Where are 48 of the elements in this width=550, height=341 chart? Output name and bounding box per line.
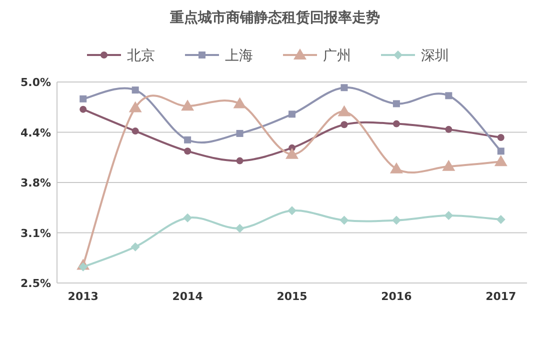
y-tick-label: 2.5% xyxy=(20,277,51,290)
point xyxy=(132,86,139,94)
point xyxy=(288,206,296,216)
point xyxy=(390,162,403,174)
point xyxy=(494,155,508,166)
point xyxy=(184,148,192,155)
x-tick-label: 2014 xyxy=(172,290,204,303)
point xyxy=(442,160,456,171)
point xyxy=(392,120,400,128)
point xyxy=(338,105,351,116)
point xyxy=(444,210,454,220)
x-tick-label: 2015 xyxy=(276,290,308,303)
point xyxy=(445,92,452,100)
point xyxy=(132,128,139,135)
legend-label: 上海 xyxy=(225,48,253,64)
legend-label: 深圳 xyxy=(421,48,449,64)
point xyxy=(181,100,194,111)
legend-label: 北京 xyxy=(127,48,155,64)
chart-title: 重点城市商铺静态租赁回报率走势 xyxy=(169,9,380,26)
point xyxy=(497,134,504,141)
y-tick-label: 5.0% xyxy=(20,76,51,89)
point xyxy=(130,242,140,252)
x-tick-label: 2013 xyxy=(68,290,98,303)
point xyxy=(233,97,246,108)
point xyxy=(392,100,400,108)
x-tick-label: 2017 xyxy=(486,290,516,303)
y-tick-label: 3.8% xyxy=(20,176,51,190)
point xyxy=(286,148,298,159)
point xyxy=(80,106,87,113)
point xyxy=(340,216,349,225)
point xyxy=(392,216,401,225)
point xyxy=(497,148,504,155)
point xyxy=(496,214,506,224)
legend-label: 广州 xyxy=(323,48,351,64)
point xyxy=(184,136,192,144)
y-tick-label: 4.4% xyxy=(20,126,51,140)
point xyxy=(236,130,244,137)
y-tick-label: 3.1% xyxy=(20,226,51,240)
point xyxy=(236,157,244,164)
point xyxy=(183,213,192,222)
point xyxy=(445,126,452,133)
point xyxy=(235,224,244,233)
point xyxy=(340,121,348,128)
x-tick-label: 2016 xyxy=(381,290,412,303)
point xyxy=(80,95,87,102)
point xyxy=(288,110,296,118)
point xyxy=(128,101,142,112)
point xyxy=(340,84,348,92)
